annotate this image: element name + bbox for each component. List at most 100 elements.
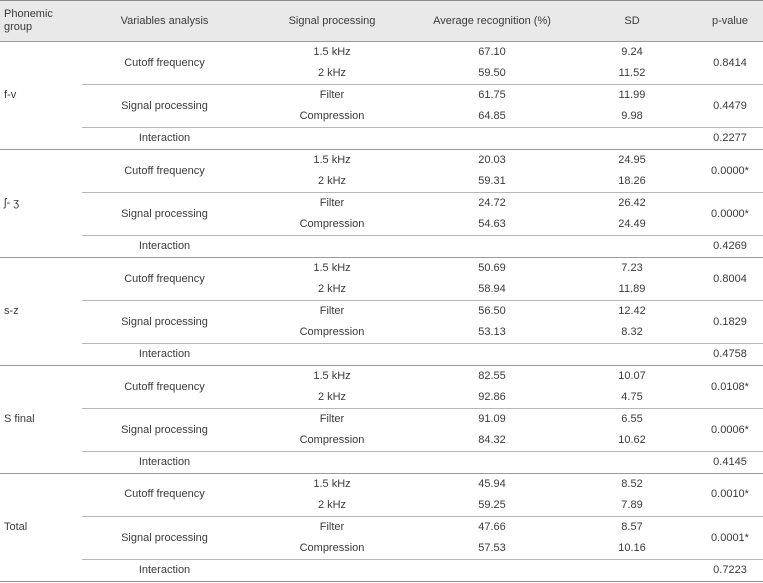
p-value: 0.7223: [697, 559, 763, 582]
average-value: 50.69: [417, 256, 567, 280]
empty-cell: [417, 559, 567, 582]
variable-label: Cutoff frequency: [82, 40, 247, 85]
sd-value: 7.89: [621, 499, 643, 512]
phonemic-group-label: ʃ- ʒ: [0, 148, 82, 258]
condition-label: 2 kHz: [317, 175, 347, 188]
p-value: 0.2277: [697, 127, 763, 150]
condition-label: Filter: [247, 408, 417, 431]
sd-value: 11.99: [567, 84, 697, 107]
sd-value: 4.75: [621, 391, 643, 404]
p-value: 0.4479: [697, 84, 763, 128]
empty-cell: [567, 235, 697, 258]
condition-label: Compression: [299, 434, 365, 447]
average-value: 61.75: [417, 84, 567, 107]
phonemic-group-label: s-z: [0, 256, 82, 366]
sd-value: 6.55: [567, 408, 697, 431]
phonemic-group-label: Total: [0, 472, 82, 582]
average-value: 59.31: [478, 175, 506, 188]
condition-label: Filter: [247, 84, 417, 107]
average-value: 56.50: [417, 300, 567, 323]
empty-cell: [567, 343, 697, 366]
header-sd: SD: [624, 14, 640, 27]
header-phonemic-group: Phonemic group: [4, 8, 53, 33]
sd-value: 9.24: [567, 41, 697, 64]
empty-cell: [567, 127, 697, 150]
sd-value: 9.98: [621, 110, 643, 123]
sd-value: 8.57: [567, 516, 697, 539]
empty-cell: [247, 559, 417, 582]
p-value: 0.0010*: [697, 472, 763, 517]
sd-value: 10.16: [618, 542, 646, 555]
condition-label: 1.5 kHz: [247, 472, 417, 495]
phonemic-group-label: S final: [0, 364, 82, 474]
condition-label: 1.5 kHz: [247, 148, 417, 172]
condition-label: Filter: [247, 516, 417, 539]
empty-cell: [417, 127, 567, 150]
sd-value: 11.52: [618, 67, 646, 80]
interaction-label: Interaction: [82, 235, 247, 258]
condition-label: 2 kHz: [317, 283, 347, 296]
p-value: 0.4145: [697, 451, 763, 474]
condition-label: 2 kHz: [317, 499, 347, 512]
interaction-label: Interaction: [82, 559, 247, 582]
empty-cell: [417, 235, 567, 258]
interaction-label: Interaction: [82, 451, 247, 474]
variable-label: Cutoff frequency: [82, 148, 247, 193]
empty-cell: [567, 451, 697, 474]
condition-label: Filter: [247, 300, 417, 323]
average-value: 20.03: [417, 148, 567, 172]
p-value: 0.4269: [697, 235, 763, 258]
empty-cell: [247, 343, 417, 366]
average-value: 82.55: [417, 364, 567, 387]
average-value: 47.66: [417, 516, 567, 539]
condition-label: 1.5 kHz: [247, 364, 417, 387]
empty-cell: [247, 127, 417, 150]
empty-cell: [247, 451, 417, 474]
p-value: 0.1829: [697, 300, 763, 344]
variable-label: Signal processing: [82, 84, 247, 128]
p-value: 0.0001*: [697, 516, 763, 560]
empty-cell: [417, 451, 567, 474]
condition-label: Compression: [299, 110, 365, 123]
p-value: 0.4758: [697, 343, 763, 366]
sd-value: 24.95: [567, 148, 697, 172]
condition-label: Compression: [299, 542, 365, 555]
header-signal-processing: Signal processing: [288, 14, 376, 27]
condition-label: Compression: [299, 326, 365, 339]
average-value: 53.13: [478, 326, 506, 339]
average-value: 92.86: [478, 391, 506, 404]
variable-label: Signal processing: [82, 192, 247, 236]
average-value: 59.50: [478, 67, 506, 80]
average-value: 84.32: [478, 434, 506, 447]
condition-label: 1.5 kHz: [247, 41, 417, 64]
condition-label: 1.5 kHz: [247, 256, 417, 280]
p-value: 0.0108*: [697, 364, 763, 409]
sd-value: 10.07: [567, 364, 697, 387]
sd-value: 11.89: [618, 283, 646, 296]
p-value: 0.0000*: [697, 192, 763, 236]
p-value: 0.8414: [697, 40, 763, 85]
sd-value: 8.32: [621, 326, 643, 339]
condition-label: Compression: [299, 218, 365, 231]
variable-label: Cutoff frequency: [82, 472, 247, 517]
average-value: 45.94: [417, 472, 567, 495]
average-value: 54.63: [478, 218, 506, 231]
condition-label: Filter: [247, 192, 417, 215]
table-header: Phonemic group Variables analysis Signal…: [0, 0, 763, 42]
average-value: 58.94: [478, 283, 506, 296]
header-average-recognition: Average recognition (%): [433, 14, 551, 27]
sd-value: 24.49: [618, 218, 646, 231]
sd-value: 12.42: [567, 300, 697, 323]
p-value: 0.0006*: [697, 408, 763, 452]
phonemic-group-label: f-v: [0, 41, 82, 150]
sd-value: 18.26: [618, 175, 646, 188]
sd-value: 7.23: [567, 256, 697, 280]
variable-label: Signal processing: [82, 300, 247, 344]
variable-label: Cutoff frequency: [82, 256, 247, 301]
average-value: 57.53: [478, 542, 506, 555]
p-value: 0.0000*: [697, 148, 763, 193]
sd-value: 10.62: [618, 434, 646, 447]
variable-label: Signal processing: [82, 516, 247, 560]
variable-label: Cutoff frequency: [82, 364, 247, 409]
